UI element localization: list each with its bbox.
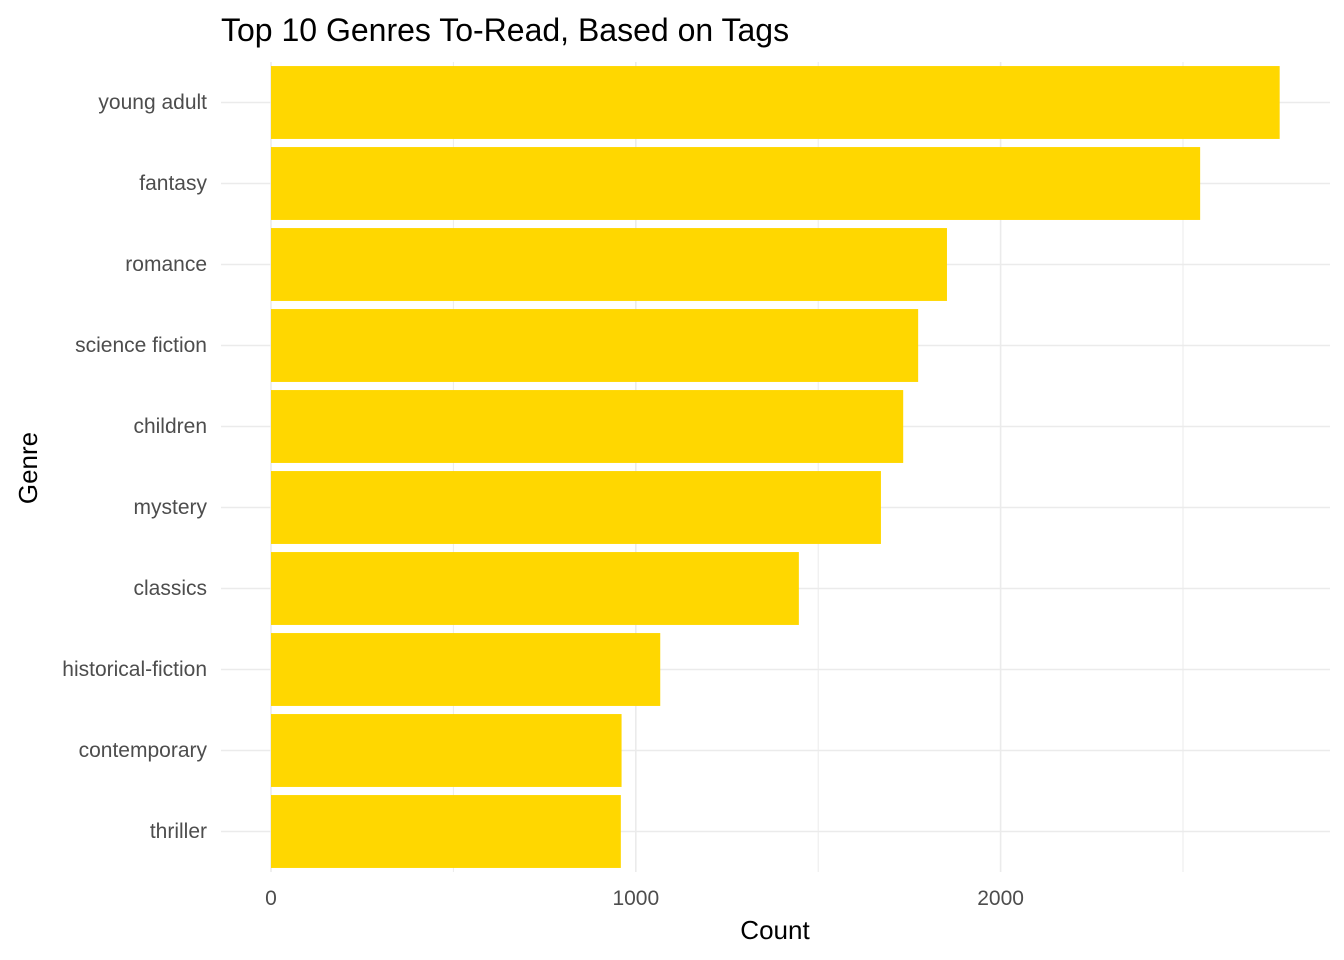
y-tick-label: children [133, 415, 207, 438]
bar-contemporary [271, 714, 622, 787]
bar-children [271, 390, 904, 463]
bar-fantasy [271, 147, 1201, 220]
y-tick-label: romance [125, 253, 207, 276]
y-tick-label: science fiction [75, 334, 207, 357]
y-tick-label: young adult [98, 91, 207, 114]
x-axis-ticks: 0 1000 2000 [265, 887, 1024, 910]
y-tick-label: historical-fiction [62, 658, 207, 681]
bar-mystery [271, 471, 881, 544]
x-tick-label: 0 [265, 887, 277, 910]
y-tick-label: contemporary [79, 739, 208, 762]
y-tick-label: thriller [150, 820, 207, 843]
x-tick-label: 1000 [612, 887, 659, 910]
y-tick-label: mystery [134, 496, 208, 519]
y-tick-label: fantasy [139, 172, 207, 195]
bar-young-adult [271, 66, 1280, 139]
bar-thriller [271, 795, 621, 868]
bars [271, 66, 1280, 868]
x-tick-label: 2000 [977, 887, 1024, 910]
chart-title: Top 10 Genres To-Read, Based on Tags [221, 12, 789, 48]
bar-historical-fiction [271, 633, 661, 706]
bar-classics [271, 552, 799, 625]
y-tick-label: classics [133, 577, 207, 600]
bar-romance [271, 228, 947, 301]
bar-science-fiction [271, 309, 919, 382]
y-axis-title: Genre [13, 432, 43, 504]
y-axis-ticks: young adult fantasy romance science fiction… [62, 91, 207, 843]
x-axis-title: Count [740, 915, 810, 945]
